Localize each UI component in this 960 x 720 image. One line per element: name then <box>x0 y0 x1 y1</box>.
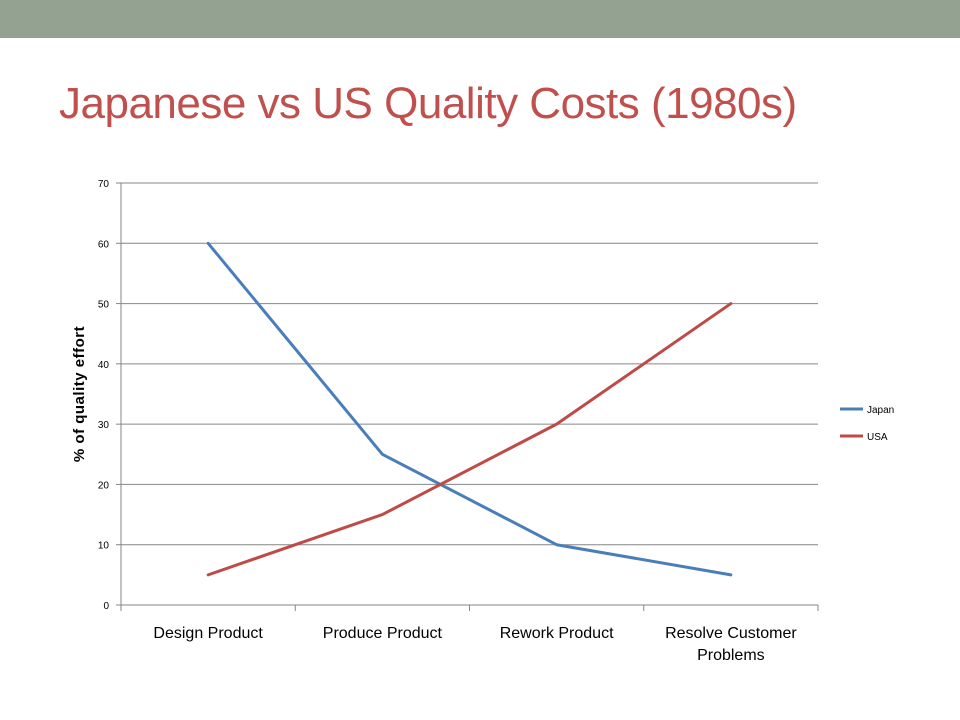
x-tick-label: Produce Product <box>323 625 443 642</box>
axes <box>116 182 819 611</box>
x-tick-label: Design Product <box>153 625 263 642</box>
legend-label: Japan <box>867 405 894 416</box>
y-tick-label: 20 <box>98 480 110 491</box>
y-tick-labels: 0 10 20 30 40 50 60 70 <box>98 179 110 612</box>
y-tick-label: 70 <box>98 179 110 190</box>
y-tick-label: 50 <box>98 300 110 311</box>
x-tick-label: Resolve Customer Problems <box>665 625 797 664</box>
y-tick-label: 0 <box>103 601 109 612</box>
y-tick-label: 10 <box>98 541 110 552</box>
series-line-japan <box>206 241 733 577</box>
x-tick-labels: Design Product Produce Product Rework Prod… <box>153 625 797 664</box>
y-tick-label: 30 <box>98 420 110 431</box>
legend: Japan USA <box>840 405 894 443</box>
series-lines <box>206 241 733 577</box>
slide-title: Japanese vs US Quality Costs (1980s) <box>59 79 797 128</box>
gridlines <box>121 182 818 546</box>
y-axis-title: % of quality effort <box>71 326 88 462</box>
x-tick-label: Rework Product <box>500 625 614 642</box>
series-line-usa <box>206 302 733 577</box>
top-accent-band <box>0 0 960 38</box>
y-tick-label: 40 <box>98 360 110 371</box>
legend-label: USA <box>867 432 888 443</box>
y-tick-label: 60 <box>98 239 110 250</box>
